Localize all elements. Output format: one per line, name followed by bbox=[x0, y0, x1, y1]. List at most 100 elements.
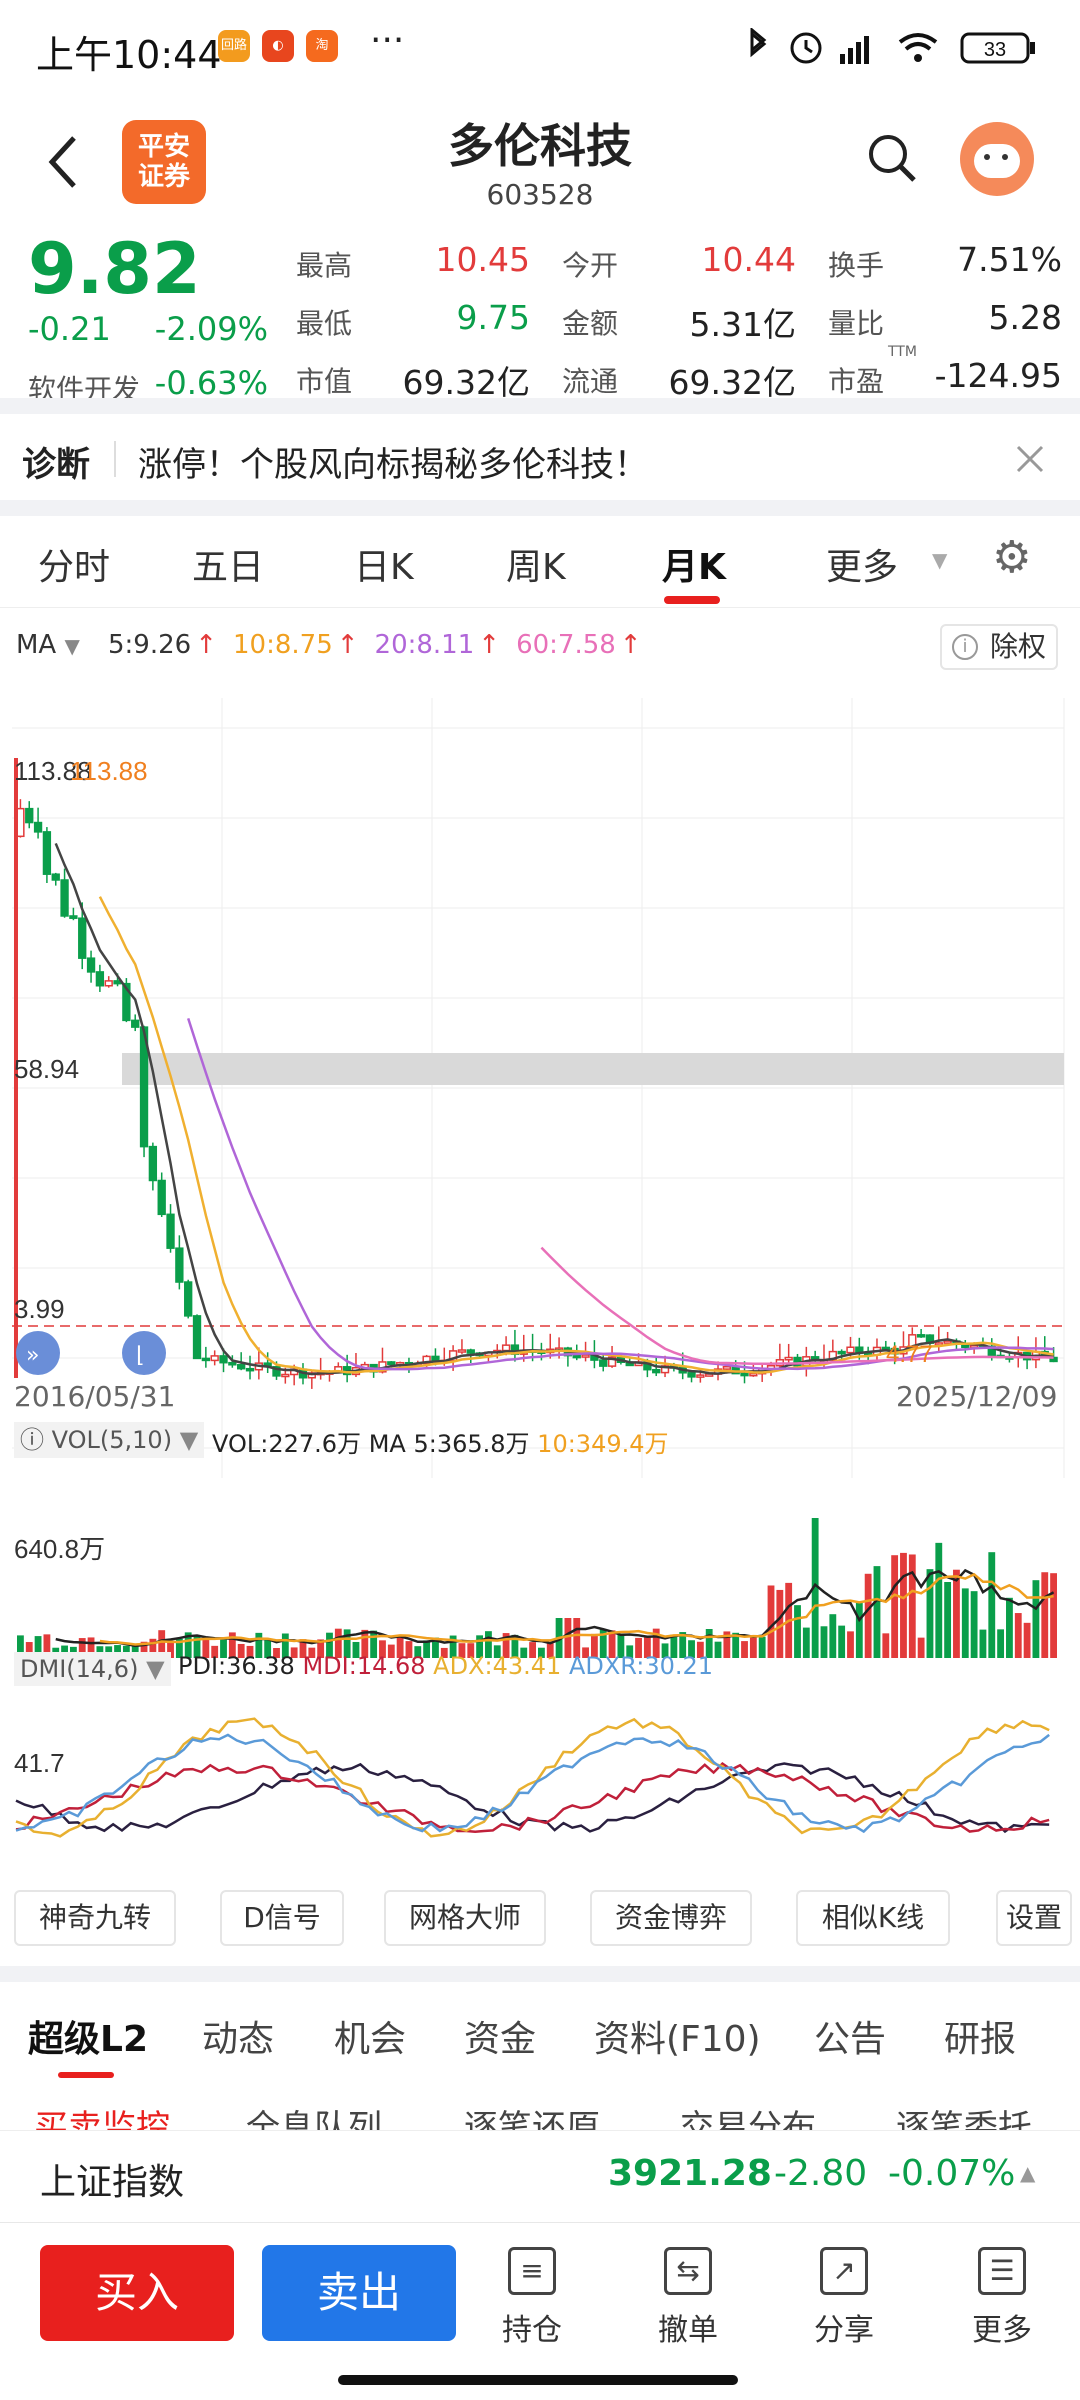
up-arrow-icon: ↑ bbox=[478, 630, 501, 660]
dmi-indicator-selector[interactable]: DMI(14,6) ▼ bbox=[14, 1652, 171, 1686]
tool-button-5[interactable]: 设置 bbox=[996, 1890, 1072, 1946]
action-label-1[interactable]: 撤单 bbox=[658, 2313, 718, 2348]
action-label-2[interactable]: 分享 bbox=[814, 2313, 874, 2348]
index-ticker[interactable]: 上证指数 3921.28 -2.80 -0.07% ▲ bbox=[0, 2130, 1080, 2222]
candle-body bbox=[943, 1340, 952, 1344]
more-dropdown-icon[interactable]: ▼ bbox=[932, 548, 948, 572]
candle-body bbox=[599, 1359, 608, 1367]
volume-bar bbox=[1032, 1580, 1040, 1658]
diagnosis-bar[interactable]: 诊断 涨停！个股风向标揭秘多伦科技！ bbox=[0, 413, 1080, 503]
volume-bar bbox=[1023, 1622, 1031, 1658]
kline-chart-area[interactable]: MA ▼ 5:9.26 ↑ 10:8.75 ↑ 20:8.11 ↑ 60:7.58 ↑ i 除… bbox=[0, 608, 1080, 1928]
dmi-chart[interactable]: 41.7 bbox=[0, 1688, 1080, 1848]
expand-icon[interactable] bbox=[16, 1331, 60, 1375]
volume-bar bbox=[1041, 1572, 1049, 1658]
tool-button-4[interactable]: 相似K线 bbox=[796, 1890, 950, 1946]
tool-button-3[interactable]: 资金博弈 bbox=[590, 1890, 752, 1946]
index-change-pct: -0.07% bbox=[888, 2153, 1016, 2194]
cancel-order-icon[interactable]: ⇆ bbox=[664, 2247, 712, 2295]
dmi-axis-label: 41.7 bbox=[14, 1748, 65, 1778]
volume-bar bbox=[961, 1588, 969, 1658]
ma-line bbox=[98, 896, 1054, 1374]
index-value: 3921.28 bbox=[608, 2153, 772, 2194]
vol-legend: VOL:227.6万 MA 5:365.8万 10:349.4万 bbox=[212, 1430, 669, 1458]
volume-bar bbox=[617, 1633, 625, 1658]
ma-legend[interactable]: MA ▼ bbox=[16, 630, 80, 660]
info-tab-2[interactable]: 机会 bbox=[334, 2019, 407, 2060]
volume-bar bbox=[811, 1518, 819, 1658]
vol-indicator-selector[interactable]: ⓘ VOL(5,10) ▼ bbox=[14, 1422, 205, 1458]
volume-bar bbox=[334, 1628, 342, 1658]
tab-4[interactable]: 月K bbox=[662, 547, 726, 588]
tab-3[interactable]: 周K bbox=[506, 547, 566, 588]
close-icon[interactable] bbox=[1014, 443, 1046, 475]
volume-bar bbox=[211, 1645, 219, 1658]
volume-bar bbox=[794, 1605, 801, 1658]
more-menu-icon[interactable]: ☰ bbox=[978, 2247, 1026, 2295]
status-bar: 上午10:44 回路 ◐ 淘 ··· 33 bbox=[0, 0, 1080, 96]
volume-bar bbox=[873, 1566, 881, 1658]
volume-bar bbox=[122, 1645, 130, 1658]
ma-values: 5:9.26 ↑ 10:8.75 ↑ 20:8.11 ↑ 60:7.58 ↑ bbox=[108, 630, 658, 660]
price-axis-mid: 58.94 bbox=[14, 1054, 79, 1084]
volume-bar bbox=[855, 1602, 863, 1658]
action-label-0[interactable]: 持仓 bbox=[502, 2313, 562, 2348]
share-icon[interactable]: ↗ bbox=[820, 2247, 868, 2295]
volume-ma-line bbox=[99, 1572, 1054, 1646]
volume-bar bbox=[175, 1638, 183, 1658]
search-icon[interactable] bbox=[866, 132, 918, 184]
volume-bar bbox=[679, 1632, 687, 1658]
buy-button[interactable]: 买入 bbox=[40, 2245, 234, 2341]
dropdown-icon[interactable]: ▼ bbox=[64, 634, 80, 658]
settings-gear-icon[interactable]: ⚙ bbox=[992, 532, 1032, 583]
back-icon[interactable] bbox=[44, 134, 84, 190]
candle-body bbox=[846, 1346, 855, 1354]
tool-button-1[interactable]: D信号 bbox=[220, 1890, 344, 1946]
volume-bar bbox=[546, 1643, 554, 1658]
tab-0[interactable]: 分时 bbox=[38, 547, 111, 588]
info-tab-4[interactable]: 资料(F10) bbox=[594, 2019, 761, 2060]
volume-bar bbox=[953, 1569, 960, 1658]
candle-body bbox=[740, 1372, 749, 1377]
action-label-3[interactable]: 更多 bbox=[972, 2313, 1032, 2348]
event-marker-icon[interactable] bbox=[122, 1331, 166, 1375]
current-price: 9.82 bbox=[28, 228, 201, 310]
diagnosis-text[interactable]: 涨停！个股风向标揭秘多伦科技！ bbox=[138, 445, 648, 485]
assistant-avatar[interactable] bbox=[960, 122, 1034, 196]
info-tab-6[interactable]: 研报 bbox=[944, 2019, 1017, 2060]
volume-bar bbox=[352, 1641, 360, 1658]
volume-bar bbox=[599, 1629, 607, 1658]
signal-icon bbox=[840, 54, 845, 64]
candle-body bbox=[837, 1350, 846, 1355]
expand-up-icon[interactable]: ▲ bbox=[1020, 2161, 1036, 2185]
quote-label: 流通 bbox=[562, 365, 619, 398]
tool-button-2[interactable]: 网格大师 bbox=[384, 1890, 546, 1946]
candle-body bbox=[122, 982, 131, 1022]
volume-bar bbox=[847, 1631, 854, 1658]
info-tab-5[interactable]: 公告 bbox=[814, 2019, 887, 2060]
volume-chart[interactable]: 640.8万 bbox=[0, 1458, 1080, 1658]
tab-2[interactable]: 日K bbox=[354, 547, 414, 588]
info-tab-1[interactable]: 动态 bbox=[202, 2019, 275, 2060]
candle-body bbox=[466, 1349, 475, 1354]
sell-button[interactable]: 卖出 bbox=[262, 2245, 456, 2341]
ma-line bbox=[540, 1246, 1054, 1366]
quote-label: 金额 bbox=[562, 307, 619, 340]
info-tab-3[interactable]: 资金 bbox=[464, 2019, 537, 2060]
holdings-icon[interactable]: ≡ bbox=[508, 2247, 556, 2295]
volume-bar bbox=[635, 1637, 642, 1658]
home-indicator[interactable] bbox=[338, 2375, 738, 2385]
tab-1[interactable]: 五日 bbox=[192, 547, 265, 588]
volume-bar bbox=[802, 1627, 810, 1658]
volume-bar bbox=[979, 1629, 987, 1658]
volume-bar bbox=[78, 1638, 86, 1658]
volume-bar bbox=[423, 1640, 431, 1658]
dmi-line bbox=[15, 1762, 1050, 1834]
dmi-line bbox=[15, 1717, 1050, 1838]
info-tab-0[interactable]: 超级L2 bbox=[28, 2019, 148, 2060]
tool-button-0[interactable]: 神奇九转 bbox=[14, 1890, 176, 1946]
candlestick-chart[interactable]: 113.88 113.88 58.94 3.99 4.77 » ⌊ bbox=[0, 678, 1080, 1538]
tab-5[interactable]: 更多 bbox=[826, 547, 899, 588]
volume-bar bbox=[970, 1591, 978, 1658]
ex-right-button[interactable]: i 除权 bbox=[940, 624, 1058, 670]
